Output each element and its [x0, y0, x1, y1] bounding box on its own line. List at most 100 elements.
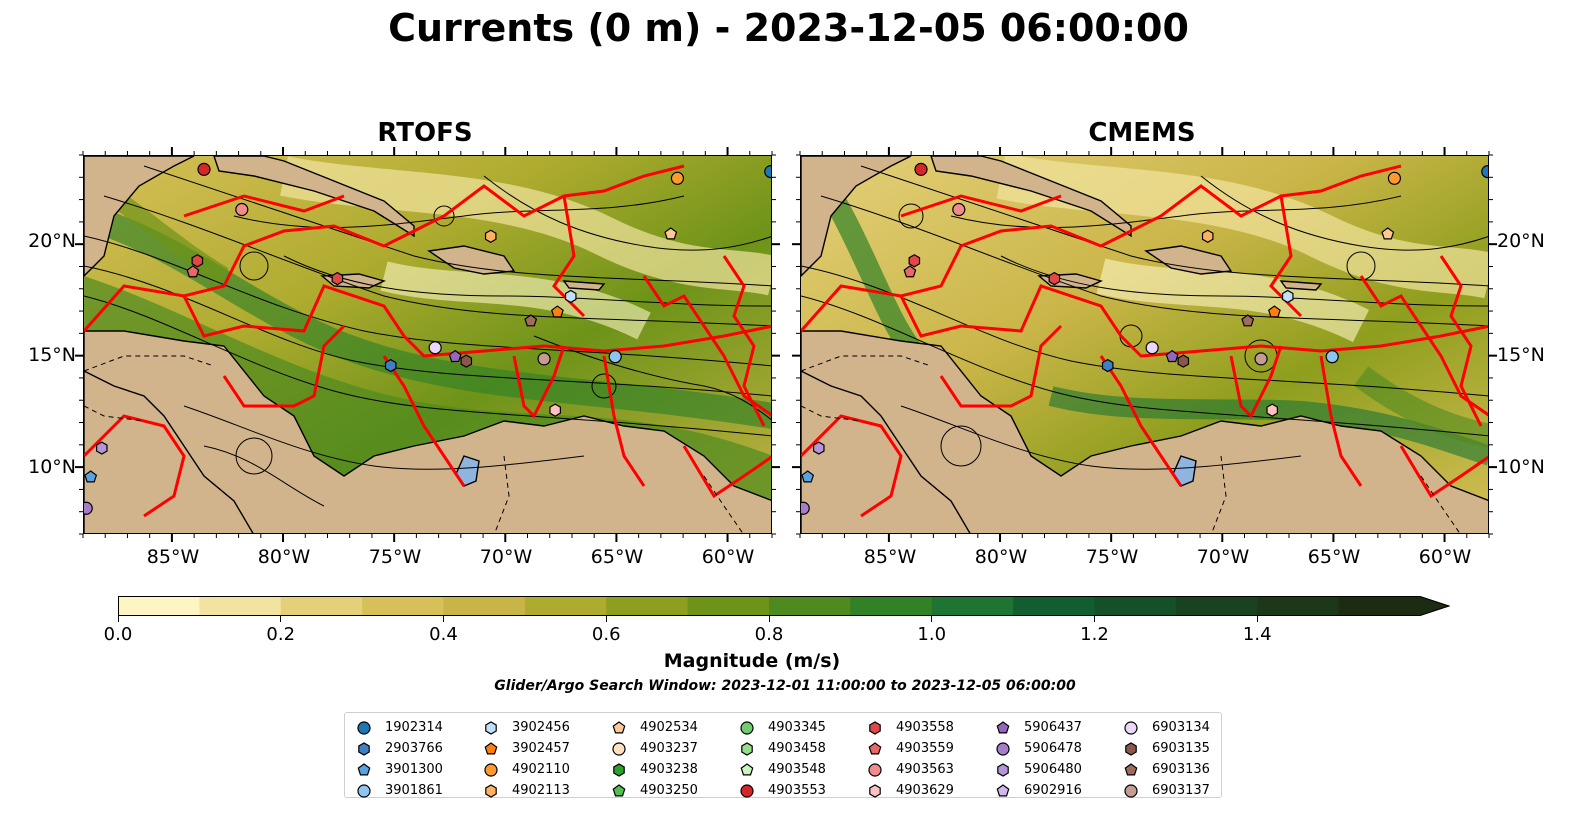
legend-item: 4903559 — [866, 738, 954, 759]
float-marker — [1101, 358, 1114, 373]
lat-label-10n-right: 10°N — [1497, 456, 1545, 478]
lon-label-75w-rtofs: 75°W — [368, 546, 422, 568]
legend-item: 3902457 — [482, 738, 570, 759]
legend-item: 4903238 — [610, 759, 698, 780]
colorbar-tick-mark — [931, 616, 933, 622]
hexagon-marker-icon — [485, 783, 497, 798]
legend-item-label: 4903553 — [768, 783, 826, 798]
float-marker — [664, 227, 678, 240]
legend-item-label: 4903563 — [896, 762, 954, 777]
legend-item-label: 6903137 — [1152, 783, 1210, 798]
legend-item-label: 4903250 — [640, 783, 698, 798]
legend-item: 5906480 — [994, 759, 1082, 780]
legend-item-label: 2903766 — [385, 741, 443, 756]
hexagon-marker-icon — [869, 720, 881, 735]
legend-item-label: 4903345 — [768, 720, 826, 735]
lat-label-15n-left: 15°N — [28, 344, 76, 366]
colorbar-tick-mark — [1256, 616, 1258, 622]
cmems-panel-title: CMEMS — [1088, 118, 1196, 148]
lon-label-85w-cmems: 85°W — [863, 546, 917, 568]
colorbar-segment — [606, 596, 689, 616]
colorbar-tick-label: 0.2 — [266, 624, 296, 645]
float-marker — [1177, 354, 1190, 368]
pentagon-marker-icon — [996, 783, 1010, 796]
hexagon-marker-icon — [613, 762, 625, 777]
circle-marker-icon — [1124, 720, 1138, 735]
legend-item: 6902916 — [994, 780, 1082, 801]
circle-marker-icon — [740, 720, 754, 735]
float-marker — [1048, 271, 1061, 286]
legend-item-label: 3902456 — [512, 720, 570, 735]
colorbar-tick-mark — [280, 616, 282, 622]
lon-label-70w-rtofs: 70°W — [479, 546, 533, 568]
legend-item: 4903458 — [738, 738, 826, 759]
legend-item: 3901861 — [355, 780, 443, 801]
float-marker — [448, 349, 462, 363]
legend-item-label: 4903238 — [640, 762, 698, 777]
lon-label-65w-rtofs: 65°W — [590, 546, 644, 568]
pentagon-marker-icon — [1124, 762, 1138, 775]
legend-item: 4903237 — [610, 738, 698, 759]
circle-marker-icon — [357, 783, 371, 798]
lat-label-10n-left: 10°N — [28, 456, 76, 478]
lat-label-20n-right: 20°N — [1497, 230, 1545, 252]
lon-label-60w-cmems: 60°W — [1418, 546, 1472, 568]
legend-item: 1902314 — [355, 717, 443, 738]
legend-item: 4902110 — [482, 759, 570, 780]
float-marker — [484, 229, 497, 243]
legend-column: 6903134 6903135 6903136 6903137 — [1122, 717, 1210, 801]
legend-column: 1902314 2903766 3901300 3901861 — [355, 717, 443, 801]
float-marker — [84, 501, 93, 515]
float-marker — [670, 171, 685, 185]
colorbar-segment — [1094, 596, 1177, 616]
legend-item-label: 4902110 — [512, 762, 570, 777]
float-marker — [1254, 352, 1268, 366]
hexagon-marker-icon — [869, 783, 881, 798]
lon-label-85w-rtofs: 85°W — [146, 546, 200, 568]
circle-marker-icon — [357, 720, 371, 735]
float-legend: 1902314 2903766 3901300 3901861 3902456 39024… — [344, 712, 1222, 798]
float-marker — [460, 354, 473, 368]
float-marker — [801, 470, 815, 483]
float-marker — [549, 403, 561, 417]
country-borders — [84, 355, 744, 533]
legend-item-label: 3902457 — [512, 741, 570, 756]
lon-label-75w-cmems: 75°W — [1085, 546, 1139, 568]
float-marker — [428, 341, 442, 355]
float-marker — [537, 352, 551, 366]
legend-column: 4903345 4903458 4903548 4903553 — [738, 717, 826, 801]
legend-item: 6903137 — [1122, 780, 1210, 801]
float-marker — [524, 314, 538, 327]
lon-label-80w-rtofs: 80°W — [257, 546, 311, 568]
lat-label-20n-left: 20°N — [28, 230, 76, 252]
colorbar-tick-label: 0.0 — [103, 624, 133, 645]
float-marker — [186, 265, 200, 278]
legend-item: 3901300 — [355, 759, 443, 780]
pentagon-marker-icon — [357, 762, 371, 775]
colorbar-tick-label: 0.4 — [429, 624, 458, 645]
legend-item: 4903629 — [866, 780, 954, 801]
legend-item-label: 4903458 — [768, 741, 826, 756]
rtofs-panel-title: RTOFS — [377, 118, 473, 148]
rtofs-map-canvas — [84, 156, 771, 533]
search-window-caption: Glider/Argo Search Window: 2023-12-01 11… — [494, 678, 1076, 694]
lon-label-70w-cmems: 70°W — [1196, 546, 1250, 568]
legend-item: 2903766 — [355, 738, 443, 759]
colorbar-segment — [1013, 596, 1095, 616]
colorbar-tick-label: 0.6 — [591, 624, 621, 645]
colorbar-outline — [118, 596, 1450, 616]
pentagon-marker-icon — [484, 741, 498, 754]
legend-item: 3902456 — [482, 717, 570, 738]
float-marker — [1281, 289, 1294, 304]
colorbar-segment — [199, 596, 282, 616]
colorbar-tick-mark — [1094, 616, 1095, 622]
legend-column: 4902534 4903237 4903238 4903250 — [610, 717, 698, 801]
colorbar-tick-label: 0.8 — [754, 624, 784, 645]
legend-item: 4903345 — [738, 717, 826, 738]
legend-item: 4903250 — [610, 780, 698, 801]
legend-item: 4903563 — [866, 759, 954, 780]
colorbar-segment — [1257, 596, 1340, 616]
float-marker — [952, 202, 966, 217]
circle-marker-icon — [996, 741, 1010, 756]
legend-item: 4903548 — [738, 759, 826, 780]
